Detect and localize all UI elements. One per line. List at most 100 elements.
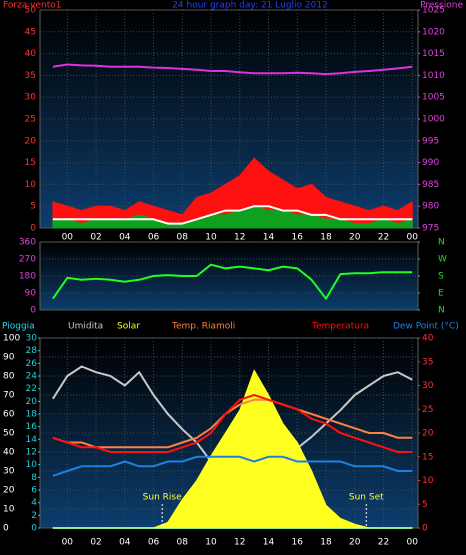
y2-tick-label: 1010: [422, 71, 445, 81]
y3-tick-label: 16: [26, 422, 38, 432]
y3-tick-label: 20: [26, 397, 38, 407]
y2-axis-label: Pressione: [420, 1, 463, 11]
y-tick-label: 70: [3, 391, 15, 401]
y3-tick-label: 30: [26, 334, 38, 344]
y2-tick-label: 30: [422, 381, 434, 391]
x-tick-label: 14: [263, 538, 275, 548]
x-tick-label: 04: [119, 538, 131, 548]
y3-tick-label: 8: [31, 473, 37, 483]
y2-tick-label: 1020: [422, 27, 445, 37]
legend-label: Temp. Riamoli: [171, 322, 235, 332]
x-tick-label: 18: [320, 233, 332, 243]
y-axis-label: Forza vento1: [3, 1, 62, 11]
chart-title: 24 hour graph day: 21 Luglio 2012: [172, 1, 328, 11]
x-tick-label: 04: [119, 233, 131, 243]
x-tick-label: 12: [234, 538, 245, 548]
x-tick-label: 00: [62, 233, 74, 243]
x-tick-label: 20: [349, 538, 361, 548]
legend-label: Pioggia: [2, 322, 35, 332]
y-tick-label: 25: [25, 115, 36, 125]
y3-tick-label: 24: [26, 372, 38, 382]
line: [52, 398, 413, 449]
y-tick-label: 20: [3, 486, 15, 496]
x-tick-label: 06: [148, 233, 160, 243]
legend-label: Temperatura: [311, 322, 369, 332]
y2-tick-label: 975: [422, 224, 439, 234]
y-tick-label: 20: [25, 136, 37, 146]
x-tick-label: 18: [320, 538, 332, 548]
y-tick-label: 40: [3, 448, 15, 458]
y2-tick-label: 1005: [422, 93, 445, 103]
y2-tick-label: N: [438, 306, 445, 316]
y3-tick-label: 6: [31, 486, 37, 496]
x-tick-label: 10: [205, 538, 217, 548]
y3-tick-label: 14: [26, 435, 38, 445]
y-tick-label: 270: [19, 255, 36, 265]
y2-tick-label: 40: [422, 334, 434, 344]
y3-tick-label: 4: [31, 498, 37, 508]
y-tick-label: 0: [30, 224, 36, 234]
y2-tick-label: 990: [422, 158, 439, 168]
line: [52, 455, 413, 477]
y3-tick-label: 28: [26, 346, 38, 356]
area: [52, 369, 413, 529]
x-tick-label: 08: [177, 233, 189, 243]
line: [52, 63, 413, 76]
y-tick-label: 0: [3, 524, 9, 534]
y-tick-label: 30: [3, 467, 15, 477]
y-tick-label: 360: [19, 238, 36, 248]
y-tick-label: 15: [25, 158, 36, 168]
y2-tick-label: W: [438, 255, 447, 265]
y3-tick-label: 18: [26, 410, 38, 420]
y-tick-label: 180: [19, 272, 36, 282]
y-tick-label: 90: [3, 353, 15, 363]
y2-tick-label: 10: [422, 476, 434, 486]
y2-tick-label: 20: [422, 429, 434, 439]
y-tick-label: 90: [25, 289, 37, 299]
x-tick-label: 16: [292, 233, 304, 243]
y-tick-label: 30: [25, 93, 37, 103]
y2-tick-label: 25: [422, 405, 433, 415]
area: [52, 157, 413, 229]
x-tick-label: 14: [263, 233, 275, 243]
y-tick-label: 50: [3, 429, 15, 439]
y-tick-label: 50: [25, 6, 37, 16]
y-tick-label: 10: [3, 505, 15, 515]
y3-tick-label: 12: [26, 448, 37, 458]
x-tick-label: 10: [205, 233, 217, 243]
y2-tick-label: E: [438, 289, 444, 299]
x-tick-label: 22: [378, 538, 389, 548]
y2-tick-label: 985: [422, 180, 439, 190]
x-tick-label: 12: [234, 233, 245, 243]
y2-tick-label: S: [438, 272, 444, 282]
y3-tick-label: 22: [26, 384, 37, 394]
legend-label: Umidita: [68, 322, 103, 332]
x-tick-label: 00: [62, 538, 74, 548]
x-tick-label: 00: [407, 233, 419, 243]
y2-tick-label: 980: [422, 202, 439, 212]
x-tick-label: 08: [177, 538, 189, 548]
y2-tick-label: 5: [422, 500, 428, 510]
y-tick-label: 10: [25, 180, 37, 190]
annotation-text: Sun Set: [349, 493, 384, 503]
legend-label: Dew Point (°C): [393, 322, 459, 332]
y3-tick-label: 26: [26, 359, 38, 369]
y-tick-label: 60: [3, 410, 15, 420]
x-tick-label: 20: [349, 233, 361, 243]
y2-tick-label: 0: [422, 524, 428, 534]
y3-tick-label: 10: [26, 460, 38, 470]
x-tick-label: 16: [292, 538, 304, 548]
y2-tick-label: 995: [422, 136, 439, 146]
x-tick-label: 02: [90, 538, 101, 548]
line: [52, 205, 413, 225]
y2-tick-label: N: [438, 238, 445, 248]
y-tick-label: 45: [25, 27, 36, 37]
legend-label: Solar: [117, 322, 140, 332]
y2-tick-label: 15: [422, 452, 433, 462]
y-tick-label: 80: [3, 372, 15, 382]
y-tick-label: 100: [3, 334, 20, 344]
y2-tick-label: 1000: [422, 115, 445, 125]
y-tick-label: 40: [25, 49, 37, 59]
x-tick-label: 00: [407, 538, 419, 548]
line: [52, 263, 413, 300]
